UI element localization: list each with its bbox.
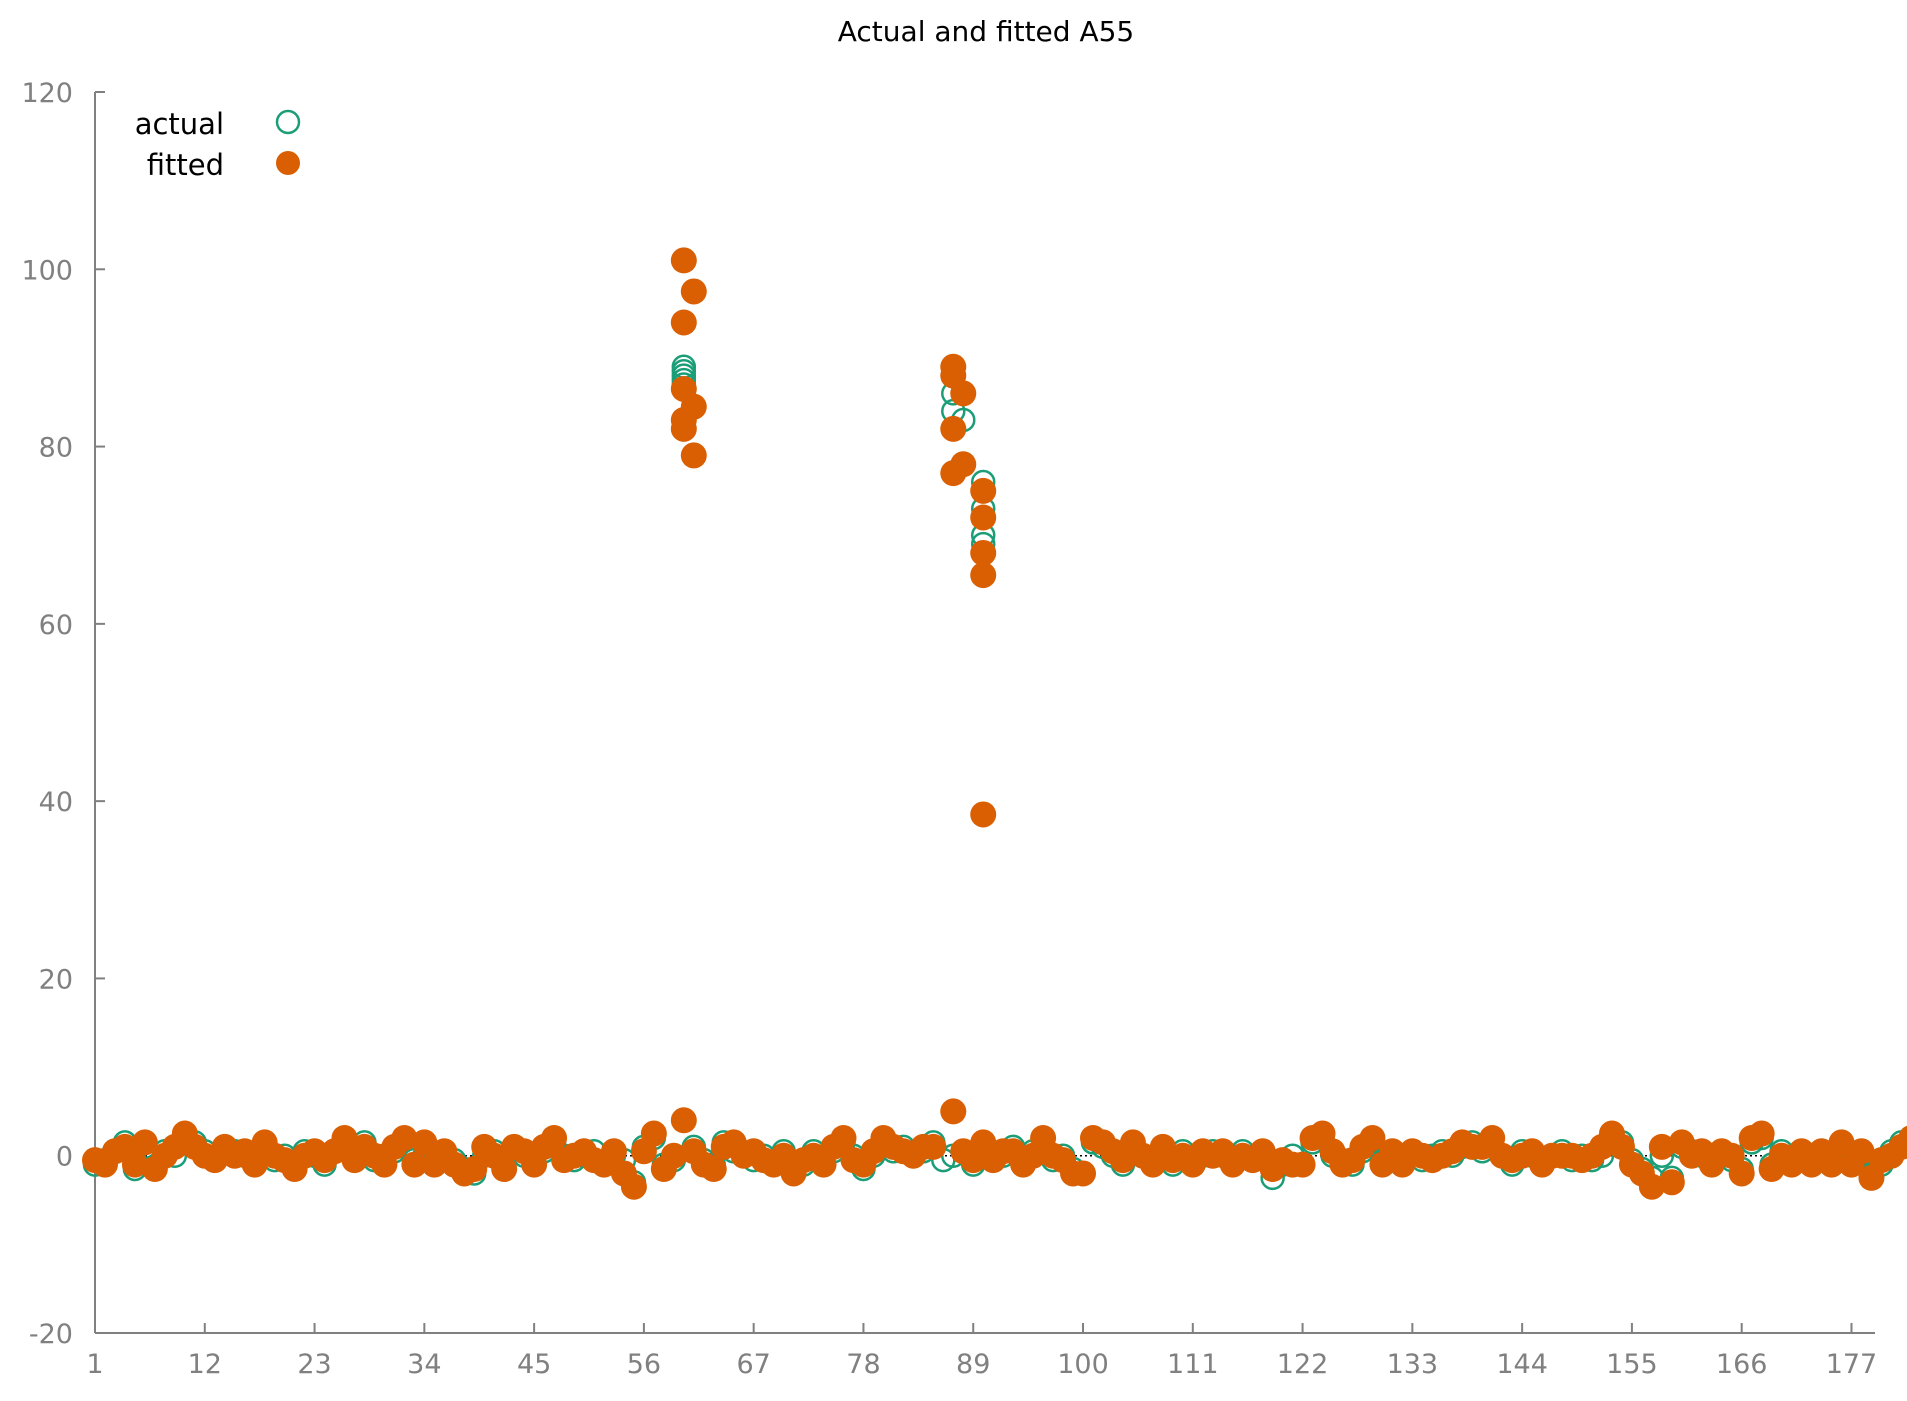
fitted-point [331,1124,358,1151]
fitted-point [1828,1129,1855,1156]
axes: -20 0 20 40 60 80 100 120 1 12 23 34 45 56 67 78 89 100 11… [21,78,1877,1380]
x-tick-label: 78 [846,1349,880,1380]
fitted-point [940,353,967,380]
fitted-point [1289,1151,1316,1178]
x-tick-label: 1 [86,1349,103,1380]
fitted-point [1359,1124,1386,1151]
fitted-point [970,477,997,504]
x-tick-label: 177 [1826,1349,1878,1380]
fitted-point [950,380,977,407]
fitted-point [121,1151,148,1178]
legend-label-fitted: fitted [147,148,224,182]
y-tick-label: -20 [29,1319,73,1350]
fitted-point [670,415,697,442]
legend-marker-actual [275,109,301,135]
fitted-point [970,539,997,566]
y-tick-label: 0 [56,1142,73,1173]
fitted-point [1848,1138,1875,1165]
fitted-point [830,1124,857,1151]
x-tick-label: 56 [627,1349,661,1380]
fitted-point [940,1098,967,1125]
fitted-point [1728,1160,1755,1187]
x-tick-label: 111 [1167,1349,1219,1380]
y-tick-label: 80 [39,433,73,464]
fitted-point [670,1107,697,1134]
fitted-point [1658,1169,1685,1196]
y-tick-label: 120 [21,78,73,109]
fitted-point [461,1156,488,1183]
fitted-point [241,1151,268,1178]
x-tick-label: 23 [297,1349,331,1380]
x-tick-label: 100 [1057,1349,1109,1380]
fitted-point [970,562,997,589]
fitted-point [680,442,707,469]
fitted-point [940,415,967,442]
fitted-point [411,1129,438,1156]
fitted-point [541,1124,568,1151]
fitted-point [391,1124,418,1151]
fitted-point [670,247,697,274]
fitted-point [131,1129,158,1156]
x-tick-label: 45 [517,1349,551,1380]
fitted-point [970,504,997,531]
x-tick-label: 89 [956,1349,990,1380]
x-tick-label: 12 [188,1349,222,1380]
fitted-point [1070,1160,1097,1187]
fitted-point [600,1138,627,1165]
fitted-point [680,393,707,420]
fitted-point [970,801,997,828]
fitted-point [670,309,697,336]
fitted-point [680,278,707,305]
fitted-point [620,1173,647,1200]
fitted-point [700,1156,727,1183]
x-tick-label: 122 [1277,1349,1329,1380]
fitted-point [1898,1125,1907,1151]
fitted-point [1638,1173,1665,1200]
y-tick-label: 100 [21,255,73,286]
fitted-point [1648,1133,1675,1160]
y-tick-label: 40 [39,787,73,818]
chart-title: Actual and fitted A55 [838,15,1134,48]
x-tick-label: 155 [1606,1349,1658,1380]
x-tick-label: 34 [407,1349,441,1380]
series-actual [82,354,1907,1195]
x-tick-label: 133 [1387,1349,1439,1380]
x-tick-label: 166 [1716,1349,1768,1380]
y-tick-label: 20 [39,964,73,995]
legend-marker-fitted [276,151,300,175]
series-fitted [82,247,1907,1200]
x-tick-label: 67 [737,1349,771,1380]
fitted-point [920,1133,947,1160]
fitted-point [1818,1151,1845,1178]
fitted-point [401,1151,428,1178]
fitted-point [640,1120,667,1147]
fitted-point [660,1142,687,1169]
legend-label-actual: actual [135,107,224,141]
fitted-point [950,451,977,478]
fitted-point [1748,1120,1775,1147]
x-tick-label: 144 [1496,1349,1548,1380]
legend: actual fitted [135,107,301,182]
y-tick-label: 60 [39,610,73,641]
fitted-point [491,1156,518,1183]
